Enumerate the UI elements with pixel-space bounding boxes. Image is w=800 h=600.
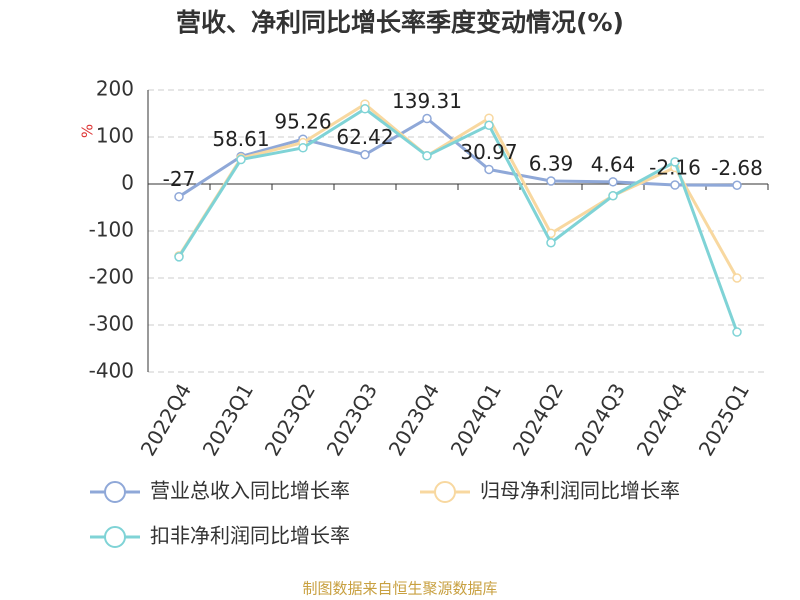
point	[174, 252, 184, 262]
series-line	[177, 102, 739, 279]
y-tick-label: -300	[89, 312, 134, 336]
legend-marker	[434, 481, 456, 503]
x-tick-label: 2024Q2	[508, 379, 568, 460]
point	[360, 104, 370, 114]
point	[298, 143, 308, 153]
point	[670, 157, 680, 167]
point	[546, 238, 556, 248]
data-label: 6.39	[529, 151, 574, 175]
point	[174, 191, 184, 202]
series-line	[177, 106, 739, 333]
x-tick-label: 2023Q1	[198, 379, 258, 460]
data-label: 58.61	[212, 127, 269, 151]
point	[670, 180, 680, 190]
point	[422, 113, 432, 124]
y-axis-label: %	[79, 124, 97, 138]
x-tick-label: 2023Q3	[322, 379, 382, 460]
x-tick-label: 2024Q3	[570, 379, 630, 460]
x-tick-label: 2025Q1	[694, 379, 754, 460]
y-tick-label: -100	[89, 218, 134, 242]
legend-marker	[104, 526, 126, 548]
point	[360, 149, 370, 160]
data-label: 4.64	[591, 152, 636, 176]
data-label: 62.42	[336, 125, 393, 149]
point	[484, 164, 494, 175]
x-tick-label: 2023Q2	[260, 379, 320, 460]
data-label: 95.26	[274, 110, 331, 134]
point	[608, 191, 618, 201]
data-label: 30.97	[460, 140, 517, 164]
footer: 制图数据来自恒生聚源数据库	[302, 580, 497, 598]
point	[732, 327, 742, 337]
legend-label: 营业总收入同比增长率	[150, 479, 350, 503]
point	[236, 154, 246, 165]
point	[732, 180, 742, 191]
series-line	[178, 116, 738, 198]
y-tick-label: 100	[96, 124, 134, 148]
x-tick-label: 2024Q4	[632, 379, 692, 460]
point	[484, 120, 494, 130]
data-label: -27	[163, 167, 196, 191]
y-tick-label: -400	[89, 359, 134, 383]
chart-title: 营收、净利同比增长率季度变动情况(%)	[176, 8, 624, 37]
x-tick-label: 2022Q4	[136, 379, 196, 460]
point	[732, 273, 742, 283]
y-tick-label: 0	[121, 171, 134, 195]
point	[546, 176, 556, 186]
x-tick-label: 2023Q4	[384, 379, 444, 460]
y-tick-label: -200	[89, 265, 134, 289]
data-label: 139.31	[392, 89, 462, 113]
legend-label: 归母净利润同比增长率	[480, 479, 680, 503]
legend-marker	[104, 481, 126, 503]
x-tick-label: 2024Q1	[446, 379, 506, 460]
data-label: -2.68	[711, 156, 763, 180]
data-label: -2.16	[649, 156, 701, 180]
legend-label: 扣非净利润同比增长率	[150, 524, 350, 548]
point	[422, 151, 432, 161]
point	[608, 177, 618, 187]
y-tick-label: 200	[96, 77, 134, 101]
